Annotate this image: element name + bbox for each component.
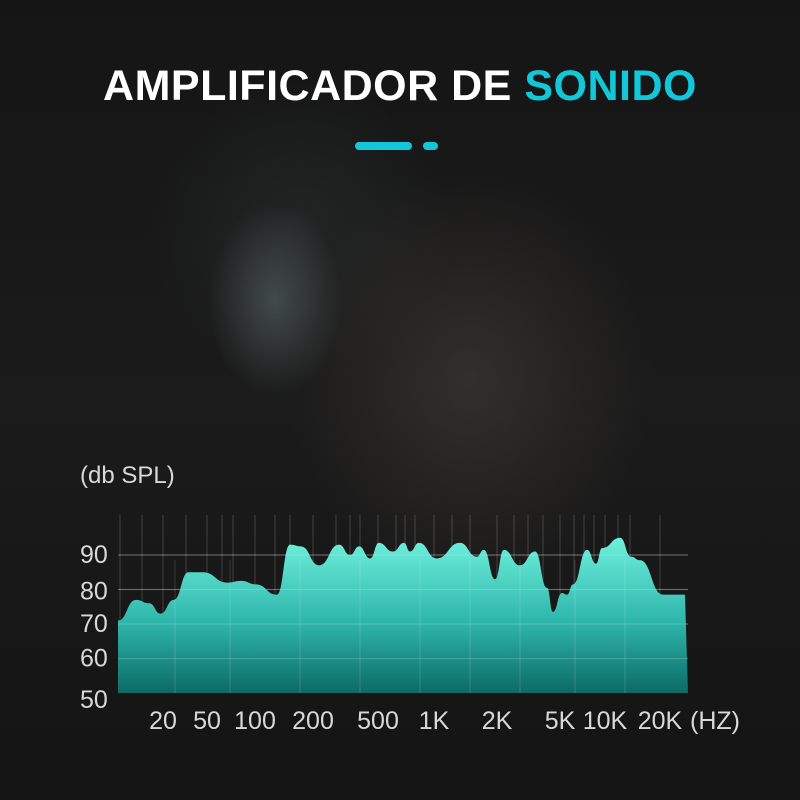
title-accent: SONIDO xyxy=(524,62,697,110)
y-axis-label: (db SPL) xyxy=(80,462,175,489)
y-tick-label: 90 xyxy=(80,541,108,569)
x-tick-label: 10K xyxy=(583,707,628,735)
decorative-dash xyxy=(355,142,412,150)
x-tick-label: 100 xyxy=(234,707,276,735)
response-area xyxy=(118,537,688,693)
x-tick-label: 500 xyxy=(357,707,399,735)
x-tick-label: 20 xyxy=(149,707,177,735)
page-title: AMPLIFICADOR DE SONIDO xyxy=(0,62,800,111)
y-tick-label: 60 xyxy=(80,645,108,673)
x-tick-label: 5K xyxy=(545,707,576,735)
x-tick-label: 2K xyxy=(482,707,513,735)
y-tick-label: 80 xyxy=(80,578,108,606)
y-tick-label: 70 xyxy=(80,610,108,638)
x-tick-label: 50 xyxy=(193,707,221,735)
x-tick-label: 20K xyxy=(638,707,683,735)
x-tick-label: 200 xyxy=(292,707,334,735)
x-tick-label: 1K xyxy=(419,707,450,735)
decorative-dot xyxy=(423,142,438,150)
x-axis-unit: (HZ) xyxy=(690,707,740,735)
title-white: AMPLIFICADOR DE xyxy=(103,62,525,110)
y-tick-label: 50 xyxy=(80,686,108,714)
